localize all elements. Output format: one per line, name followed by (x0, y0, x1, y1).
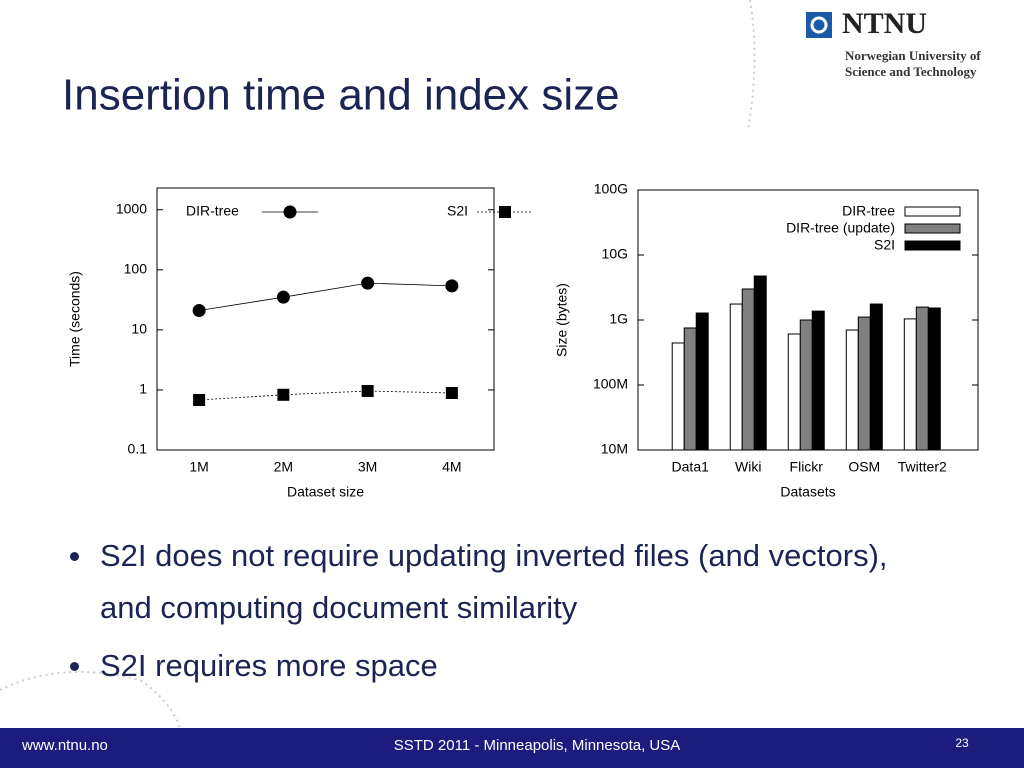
y-tick-label: 10 (131, 321, 147, 337)
bullet-list: S2I does not require updating inverted f… (62, 530, 942, 698)
x-tick-label: Wiki (735, 459, 761, 475)
footer-url: www.ntnu.no (21, 737, 108, 754)
y-tick-label: 1G (609, 311, 628, 327)
bar (811, 310, 825, 451)
decor-arc (747, 0, 756, 131)
marker (277, 388, 290, 401)
bar (869, 303, 883, 451)
x-tick-label: Flickr (790, 459, 824, 475)
bar (683, 327, 697, 451)
bar (857, 316, 871, 451)
footer-page: 23 (955, 736, 969, 750)
x-tick-label: OSM (848, 459, 880, 475)
bullet-text: S2I does not require updating inverted f… (100, 538, 888, 625)
series-line (199, 390, 452, 401)
x-axis-title: Datasets (780, 484, 835, 500)
bar (729, 303, 743, 451)
y-tick-label: 100M (593, 376, 628, 392)
legend-marker (499, 206, 511, 218)
legend-swatch (904, 223, 961, 234)
x-tick-label: 4M (442, 459, 461, 475)
legend-label: S2I (874, 237, 895, 253)
bullet: S2I requires more space (62, 640, 942, 692)
y-axis-title: Time (seconds) (67, 271, 83, 367)
bar (695, 312, 709, 451)
legend-label: DIR-tree (update) (786, 220, 895, 236)
logo-name: NTNU (842, 7, 927, 40)
logo-mark (810, 16, 828, 34)
legend-swatch (904, 206, 961, 217)
marker (193, 393, 206, 406)
marker (445, 386, 458, 399)
footer-event: SSTD 2011 - Minneapolis, Minnesota, USA (394, 737, 681, 754)
x-tick-label: 3M (358, 459, 377, 475)
y-tick-label: 1 (139, 381, 147, 397)
bar (903, 318, 917, 451)
y-tick-label: 100G (594, 181, 628, 197)
legend-swatch (904, 240, 961, 251)
legend-label: DIR-tree (842, 203, 895, 219)
legend-label: DIR-tree (186, 203, 239, 219)
bullet-dot (70, 662, 79, 671)
marker (445, 279, 459, 293)
x-tick-label: 1M (189, 459, 208, 475)
bar (927, 307, 941, 451)
bar (845, 329, 859, 451)
logo-mark (806, 12, 832, 38)
y-tick-label: 10M (601, 441, 628, 457)
bar (787, 333, 801, 451)
plot-frame (637, 189, 979, 451)
plot-frame (156, 187, 495, 451)
slide-title: Insertion time and index size (62, 71, 620, 120)
x-tick-label: 2M (274, 459, 293, 475)
x-tick-label: Data1 (672, 459, 710, 475)
bar (753, 275, 767, 451)
bar (741, 288, 755, 451)
y-axis-title: Size (bytes) (554, 283, 570, 357)
x-axis-title: Dataset size (287, 484, 364, 500)
x-tick-label: Twitter2 (898, 459, 947, 475)
series-line (199, 282, 452, 311)
legend-label: S2I (447, 203, 468, 219)
y-tick-label: 0.1 (128, 441, 148, 457)
bar (799, 319, 813, 451)
bullet-text: S2I requires more space (100, 648, 438, 683)
bar (671, 342, 685, 451)
bar (915, 306, 929, 451)
bullet: S2I does not require updating inverted f… (62, 530, 942, 634)
logo-text: Norwegian University of (845, 48, 981, 63)
y-tick-label: 10G (602, 246, 628, 262)
bullet-dot (70, 552, 79, 561)
legend-marker (283, 205, 297, 219)
marker (192, 304, 206, 318)
y-tick-label: 1000 (116, 200, 147, 216)
footer-bar (0, 728, 1024, 768)
marker (361, 384, 374, 397)
y-tick-label: 100 (124, 260, 148, 276)
logo-text: Science and Technology (845, 64, 977, 79)
marker (276, 290, 290, 304)
marker (361, 276, 375, 290)
